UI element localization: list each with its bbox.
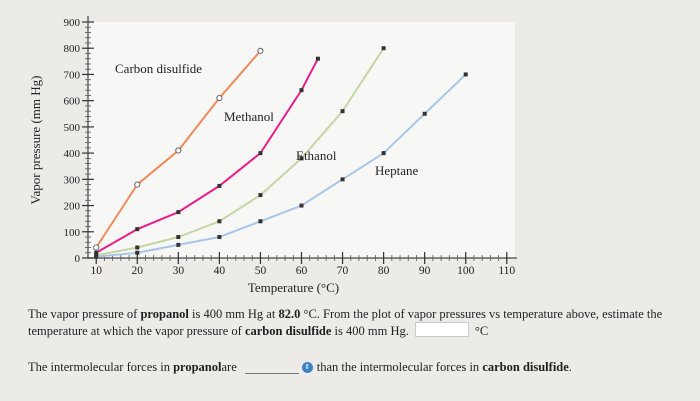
x-tick-label: 30	[173, 265, 185, 277]
chevron-updown-icon[interactable]: ⇕	[301, 362, 313, 373]
data-point	[135, 250, 140, 255]
q2-text-1: The intermolecular forces in	[28, 360, 170, 374]
y-tick-label: 600	[64, 96, 81, 108]
data-point	[299, 203, 304, 208]
series-label: Carbon disulfide	[115, 61, 202, 76]
question-intermolecular-forces: The intermolecular forces in propanol ar…	[28, 360, 572, 375]
data-point	[299, 88, 304, 93]
q2-bold-carbon-disulfide: carbon disulfide	[482, 360, 569, 374]
data-point	[176, 242, 181, 247]
data-point	[135, 245, 140, 250]
data-point	[340, 109, 345, 114]
y-tick-label: 0	[75, 253, 81, 265]
y-axis-label: Vapor pressure (mm Hg)	[28, 76, 43, 205]
series-label: Ethanol	[296, 148, 337, 163]
data-point	[422, 111, 427, 116]
data-point	[340, 177, 345, 182]
data-point	[217, 235, 222, 240]
q1-text-3: °C. From the plot of vapor pressures vs …	[28, 307, 663, 338]
data-point	[258, 151, 263, 156]
data-point	[216, 94, 223, 102]
y-tick-label: 800	[64, 43, 81, 55]
y-tick-label: 700	[64, 69, 81, 81]
q2-text-3: than the intermolecular forces in	[316, 360, 480, 374]
y-tick-label: 500	[64, 122, 81, 134]
x-tick-label: 50	[255, 265, 267, 277]
q1-text-1: The vapor pressure of	[28, 307, 141, 321]
x-tick-label: 110	[498, 265, 515, 277]
data-point	[258, 219, 263, 224]
series-line	[96, 73, 467, 258]
temperature-answer-input[interactable]	[414, 322, 469, 337]
data-point	[94, 254, 99, 259]
x-tick-label: 90	[419, 265, 431, 277]
data-point	[257, 47, 264, 54]
y-tick-label: 300	[64, 174, 81, 186]
data-point	[258, 193, 263, 198]
q1-bold-temp: 82.0	[278, 307, 301, 321]
x-tick-label: 80	[378, 265, 390, 277]
x-tick-label: 70	[337, 265, 349, 277]
y-tick-label: 400	[64, 148, 81, 160]
data-point	[134, 181, 141, 188]
series-line	[96, 47, 385, 257]
series-label: Heptane	[375, 163, 419, 178]
comparison-dropdown[interactable]: ⇕	[244, 361, 313, 374]
data-point	[176, 210, 181, 215]
data-point	[217, 183, 222, 188]
vapor-pressure-chart: 0 100 200 300 400 500 600 700 800 900 10 20 30 40 50 60…	[28, 16, 517, 295]
data-point	[93, 244, 100, 251]
data-point	[176, 235, 181, 240]
data-point	[175, 147, 182, 154]
y-tick-label: 200	[64, 201, 81, 213]
data-point	[135, 227, 140, 232]
data-point	[381, 46, 386, 51]
x-tick-label: 40	[214, 265, 226, 277]
data-point	[315, 56, 320, 61]
question-estimate-temperature: The vapor pressure of propanol is 400 mm…	[28, 307, 688, 339]
q1-bold-propanol: propanol	[140, 307, 189, 321]
data-point	[463, 72, 468, 77]
x-tick-label: 60	[296, 265, 308, 277]
data-point	[94, 250, 99, 255]
data-point	[381, 151, 386, 156]
x-tick-label: 100	[457, 265, 475, 277]
data-point	[299, 156, 304, 161]
dropdown-value[interactable]	[244, 361, 299, 374]
x-tick-label: 20	[132, 265, 144, 277]
q2-bold-propanol: propanol	[173, 360, 222, 374]
y-tick-label: 900	[64, 17, 81, 29]
q2-text-4: .	[568, 360, 572, 374]
x-tick-label: 10	[90, 265, 102, 277]
data-point	[217, 219, 222, 224]
y-tick-label: 100	[64, 227, 81, 239]
q1-text-4: is 400 mm Hg.	[331, 324, 409, 338]
x-axis-label: Temperature (°C)	[248, 280, 339, 295]
plot-area	[88, 22, 515, 258]
q1-bold-carbon-disulfide: carbon disulfide	[244, 324, 332, 338]
series-label: Methanol	[224, 109, 274, 124]
q1-unit: °C	[474, 324, 489, 338]
q2-text-2: are	[221, 360, 237, 374]
q1-text-2: is 400 mm Hg at	[188, 307, 279, 321]
